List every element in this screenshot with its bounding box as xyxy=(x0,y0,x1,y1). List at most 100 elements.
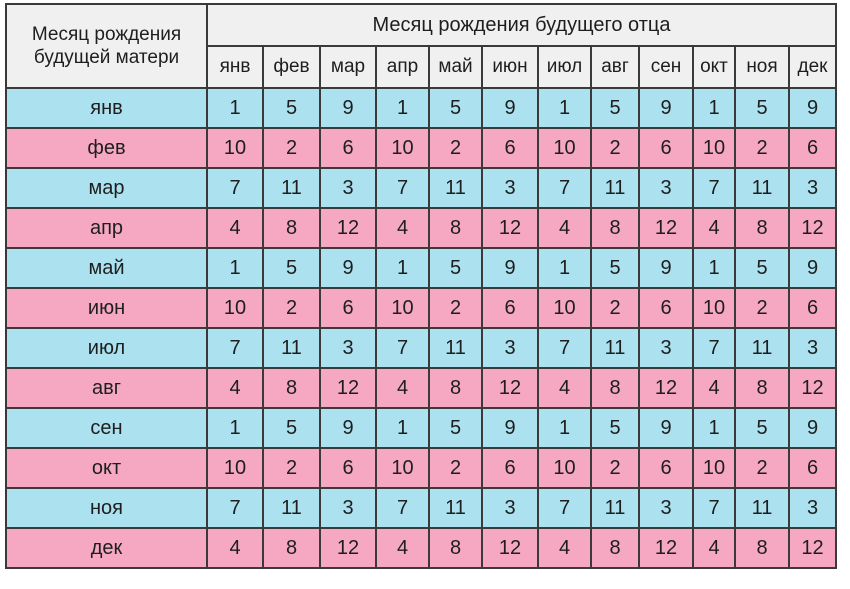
value-cell: 1 xyxy=(375,87,430,129)
value-cell: 6 xyxy=(788,447,837,489)
mother-month-cell: июл xyxy=(5,327,208,369)
father-month-cell: сен xyxy=(638,45,694,89)
table-row: ноя 7 11 3 7 11 3 7 11 3 7 11 3 xyxy=(5,487,837,529)
father-month-cell: ноя xyxy=(734,45,790,89)
value-cell: 9 xyxy=(481,87,539,129)
value-cell: 10 xyxy=(206,447,264,489)
father-month-cell: июл xyxy=(537,45,592,89)
value-cell: 8 xyxy=(428,527,483,569)
value-cell: 8 xyxy=(590,527,640,569)
table-row: май 1 5 9 1 5 9 1 5 9 1 5 9 xyxy=(5,247,837,289)
value-cell: 11 xyxy=(428,167,483,209)
value-cell: 3 xyxy=(638,167,694,209)
value-cell: 12 xyxy=(788,367,837,409)
value-cell: 12 xyxy=(788,527,837,569)
value-cell: 8 xyxy=(734,527,790,569)
value-cell: 4 xyxy=(206,367,264,409)
value-cell: 6 xyxy=(788,287,837,329)
value-cell: 6 xyxy=(319,447,377,489)
value-cell: 7 xyxy=(375,327,430,369)
header-row-top: Месяц рождения будущей матери Месяц рожд… xyxy=(5,3,837,89)
value-cell: 4 xyxy=(375,367,430,409)
value-cell: 9 xyxy=(319,87,377,129)
value-cell: 6 xyxy=(638,127,694,169)
value-cell: 4 xyxy=(692,527,736,569)
value-cell: 4 xyxy=(375,527,430,569)
value-cell: 11 xyxy=(428,327,483,369)
value-cell: 3 xyxy=(481,487,539,529)
value-cell: 8 xyxy=(262,207,321,249)
value-cell: 2 xyxy=(262,287,321,329)
value-cell: 10 xyxy=(537,127,592,169)
father-month-header: Месяц рождения будущего отца xyxy=(206,3,837,47)
value-cell: 1 xyxy=(692,247,736,289)
value-cell: 5 xyxy=(734,247,790,289)
value-cell: 10 xyxy=(692,127,736,169)
conception-month-table: Месяц рождения будущей матери Месяц рожд… xyxy=(5,3,837,569)
mother-month-cell: дек xyxy=(5,527,208,569)
value-cell: 10 xyxy=(375,127,430,169)
value-cell: 12 xyxy=(481,527,539,569)
value-cell: 3 xyxy=(319,327,377,369)
value-cell: 4 xyxy=(206,207,264,249)
value-cell: 11 xyxy=(734,327,790,369)
value-cell: 1 xyxy=(692,407,736,449)
value-cell: 11 xyxy=(590,167,640,209)
value-cell: 7 xyxy=(206,327,264,369)
value-cell: 6 xyxy=(481,287,539,329)
value-cell: 12 xyxy=(788,207,837,249)
value-cell: 1 xyxy=(375,247,430,289)
value-cell: 4 xyxy=(537,527,592,569)
value-cell: 3 xyxy=(638,487,694,529)
mother-month-cell: янв xyxy=(5,87,208,129)
value-cell: 12 xyxy=(319,367,377,409)
value-cell: 11 xyxy=(262,327,321,369)
mother-month-cell: окт xyxy=(5,447,208,489)
value-cell: 10 xyxy=(692,447,736,489)
value-cell: 7 xyxy=(692,167,736,209)
value-cell: 6 xyxy=(319,287,377,329)
value-cell: 9 xyxy=(788,407,837,449)
value-cell: 7 xyxy=(206,487,264,529)
value-cell: 5 xyxy=(590,407,640,449)
value-cell: 3 xyxy=(788,327,837,369)
value-cell: 9 xyxy=(788,87,837,129)
mother-month-cell: авг xyxy=(5,367,208,409)
value-cell: 11 xyxy=(734,487,790,529)
value-cell: 12 xyxy=(638,367,694,409)
value-cell: 12 xyxy=(481,207,539,249)
table-row: мар 7 11 3 7 11 3 7 11 3 7 11 3 xyxy=(5,167,837,209)
value-cell: 3 xyxy=(481,327,539,369)
value-cell: 2 xyxy=(590,287,640,329)
table-row: сен 1 5 9 1 5 9 1 5 9 1 5 9 xyxy=(5,407,837,449)
value-cell: 10 xyxy=(206,127,264,169)
father-month-cell: окт xyxy=(692,45,736,89)
value-cell: 8 xyxy=(428,207,483,249)
value-cell: 3 xyxy=(788,167,837,209)
mother-month-cell: ноя xyxy=(5,487,208,529)
value-cell: 8 xyxy=(590,367,640,409)
value-cell: 10 xyxy=(375,447,430,489)
table-row: фев 10 2 6 10 2 6 10 2 6 10 2 6 xyxy=(5,127,837,169)
value-cell: 5 xyxy=(262,407,321,449)
mother-month-cell: июн xyxy=(5,287,208,329)
father-month-cell: янв xyxy=(206,45,264,89)
value-cell: 9 xyxy=(481,407,539,449)
table-body: янв 1 5 9 1 5 9 1 5 9 1 5 9 фев 10 2 6 10 2 6 10 2 6 10 2 6 мар 7 11… xyxy=(5,87,837,569)
value-cell: 6 xyxy=(481,447,539,489)
value-cell: 5 xyxy=(262,87,321,129)
value-cell: 6 xyxy=(319,127,377,169)
father-month-header-row: янв фев мар апр май июн июл авг сен окт ноя дек xyxy=(6,45,837,89)
value-cell: 5 xyxy=(428,87,483,129)
value-cell: 11 xyxy=(428,487,483,529)
table-row: апр 4 8 12 4 8 12 4 8 12 4 8 12 xyxy=(5,207,837,249)
value-cell: 3 xyxy=(319,167,377,209)
value-cell: 7 xyxy=(375,167,430,209)
value-cell: 7 xyxy=(537,327,592,369)
value-cell: 1 xyxy=(537,407,592,449)
value-cell: 5 xyxy=(734,87,790,129)
table-row: окт 10 2 6 10 2 6 10 2 6 10 2 6 xyxy=(5,447,837,489)
value-cell: 4 xyxy=(206,527,264,569)
value-cell: 11 xyxy=(590,487,640,529)
table-header: Месяц рождения будущей матери Месяц рожд… xyxy=(5,3,837,89)
